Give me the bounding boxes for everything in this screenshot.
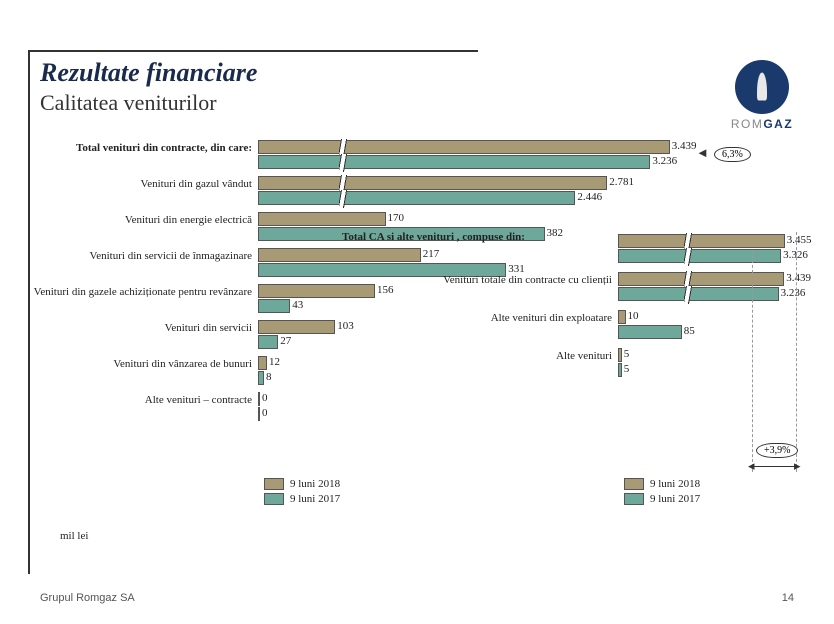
row-label: Total venituri din contracte, din care: [0,140,258,154]
bar-2018: 217 [258,248,421,262]
bar-group: 10327 [258,320,335,350]
bar-2018: 3.455 [618,234,785,248]
bar-value: 156 [377,284,394,296]
page-title: Rezultate financiare [40,58,257,88]
logo-text: ROMGAZ [730,117,794,131]
row-label [434,234,618,236]
legend-left: 9 luni 2018 9 luni 2017 [264,478,340,508]
bar-2017: 3.326 [618,249,781,263]
bar-value: 3.439 [786,272,811,284]
bar-group: 128 [258,356,267,386]
bar-value: 5 [624,348,630,360]
pct-badge-left: 6,3% [714,147,751,162]
bar-value: 12 [269,356,280,368]
axis-break-icon [684,248,694,266]
legend-swatch-2017 [624,493,644,505]
row-label: Venituri din servicii de înmagazinare [0,248,258,262]
bar-value: 27 [280,335,291,347]
footer-company: Grupul Romgaz SA [40,592,135,604]
bar-2018: 170 [258,212,386,226]
bar-2017: 0 [258,407,260,421]
bar-value: 5 [624,363,630,375]
bar-2018: 5 [618,348,622,362]
bar-value: 170 [388,212,405,224]
bar-value: 0 [262,407,268,419]
legend-label-2017: 9 luni 2017 [290,493,340,505]
arrow-right-icon: ▸ [794,459,801,472]
footer-page-number: 14 [782,592,794,604]
axis-break-icon [339,190,349,208]
legend-swatch-2018 [264,478,284,490]
bar-value: 2.781 [609,176,634,188]
row-label: Venituri totale din contracte cu clienți… [434,272,618,286]
row-label: Venituri din energie electrică [0,212,258,226]
bar-2017: 85 [618,325,682,339]
unit-label: mil lei [60,530,88,542]
frame-top-rule [28,50,478,52]
bar-value: 0 [262,392,268,404]
bar-group: 1085 [618,310,682,340]
right-chart: 3.4553.326Venituri totale din contracte … [434,234,834,386]
bar-2018: 3.439 [258,140,670,154]
bar-2017: 2.446 [258,191,575,205]
romgaz-logo: ROMGAZ [730,60,794,131]
bar-2017: 5 [618,363,622,377]
bar-2017: 43 [258,299,290,313]
bar-2018: 103 [258,320,335,334]
bar-value: 43 [292,299,303,311]
logo-flame-icon [757,72,767,100]
bar-2017: 27 [258,335,278,349]
bar-2018: 10 [618,310,626,324]
axis-break-icon [339,154,349,172]
row-label: Venituri din gazul vândut [0,176,258,190]
row-label: Alte venituri din exploatare [434,310,618,324]
legend-right: 9 luni 2018 9 luni 2017 [624,478,700,508]
bar-value: 3.439 [672,140,697,152]
legend-label-2018: 9 luni 2018 [290,478,340,490]
bar-group: 2.7812.446 [258,176,607,206]
legend-label-2018: 9 luni 2018 [650,478,700,490]
bar-group: 3.4553.326 [618,234,785,264]
axis-break-icon [684,286,694,304]
bar-group: 3.4393.236 [618,272,784,302]
bar-group: 55 [618,348,622,378]
bar-2018: 12 [258,356,267,370]
bar-2017: 8 [258,371,264,385]
bar-2018: 156 [258,284,375,298]
ref-line-2018 [796,232,797,472]
page-subtitle: Calitatea veniturilor [40,90,217,116]
bar-value: 3.236 [652,155,677,167]
bar-value: 103 [337,320,354,332]
pct-badge-right: +3,9% [756,443,798,458]
bar-2018: 0 [258,392,260,406]
pct-bracket [752,466,796,467]
row-label: Venituri din servicii [0,320,258,334]
legend-label-2017: 9 luni 2017 [650,493,700,505]
bar-value: 85 [684,325,695,337]
bar-group: 15643 [258,284,375,314]
row-label: Venituri din gazele achiziționate pentru… [0,284,258,298]
bar-group: 3.4393.236 [258,140,670,170]
logo-circle-icon [735,60,789,114]
legend-swatch-2017 [264,493,284,505]
row-label: Venituri din vânzarea de bunuri [0,356,258,370]
row-label: Alte venituri [434,348,618,362]
arrow-left-icon: ◄ [696,146,709,159]
bar-value: 3.236 [781,287,806,299]
bar-2018: 3.439 [618,272,784,286]
bar-value: 3.455 [787,234,812,246]
ref-line-2017 [752,250,753,472]
bar-2017: 3.236 [618,287,779,301]
bar-value: 10 [628,310,639,322]
bar-value: 2.446 [577,191,602,203]
row-label: Alte venituri – contracte [0,392,258,406]
bar-value: 8 [266,371,272,383]
bar-group: 00 [258,392,260,422]
legend-swatch-2018 [624,478,644,490]
bar-2017: 3.236 [258,155,650,169]
arrow-left-icon: ▸ [748,459,755,472]
bar-2018: 2.781 [258,176,607,190]
